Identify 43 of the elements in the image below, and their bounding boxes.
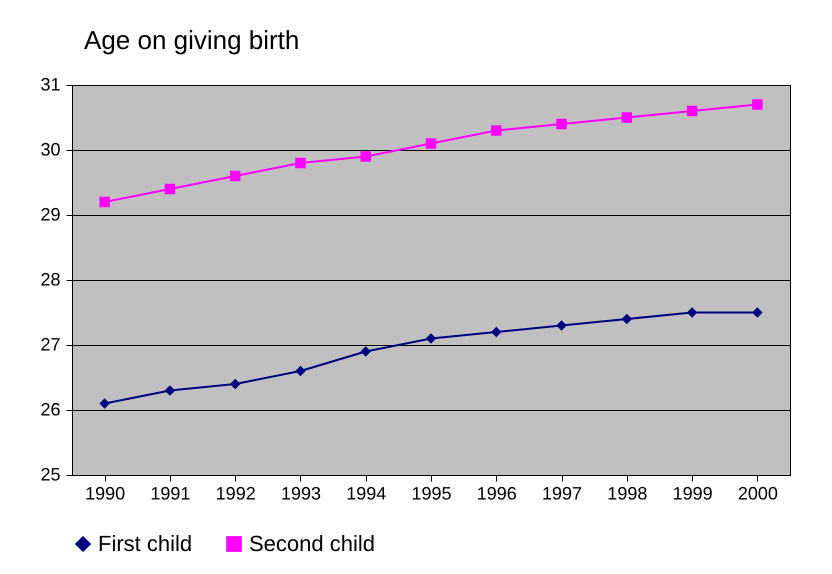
x-tick-label: 1994 <box>346 484 386 504</box>
point <box>622 314 632 324</box>
point <box>360 346 371 357</box>
y-tick-label: 28 <box>40 270 60 290</box>
point <box>491 125 502 136</box>
x-tick-label: 1997 <box>542 484 582 504</box>
point <box>360 151 371 162</box>
point <box>622 112 632 123</box>
point <box>426 138 436 149</box>
point <box>295 158 306 168</box>
point <box>686 106 698 116</box>
x-tick-label: 1996 <box>476 484 517 504</box>
x-tick-label: 1995 <box>411 484 452 504</box>
point <box>295 366 306 376</box>
point <box>426 333 436 344</box>
point <box>230 378 240 390</box>
point <box>556 320 567 331</box>
point <box>164 184 176 194</box>
y-tick-label: 27 <box>40 334 60 354</box>
point <box>230 170 240 182</box>
point <box>686 307 698 318</box>
point <box>99 398 110 409</box>
x-tick-label: 1998 <box>607 484 648 504</box>
y-tick-label: 26 <box>40 400 60 420</box>
legend-label: Second child <box>249 531 375 556</box>
x-tick-label: 1993 <box>280 484 321 504</box>
point <box>99 196 110 208</box>
point <box>752 99 763 110</box>
x-tick-label: 1990 <box>85 484 126 504</box>
point <box>556 118 567 130</box>
point <box>752 307 763 318</box>
y-tick-label: 31 <box>40 74 60 94</box>
x-tick-label: 1999 <box>672 484 713 504</box>
point <box>491 326 502 338</box>
x-tick-label: 1991 <box>150 484 190 504</box>
chart-title: Age on giving birth <box>84 25 300 55</box>
y-tick-label: 25 <box>40 464 60 484</box>
y-tick-label: 29 <box>40 204 60 224</box>
x-tick-label: 1992 <box>216 484 256 504</box>
legend-label: First child <box>98 531 192 556</box>
point <box>164 385 176 396</box>
x-tick-label: 2000 <box>738 484 778 504</box>
y-tick-label: 30 <box>40 140 60 160</box>
